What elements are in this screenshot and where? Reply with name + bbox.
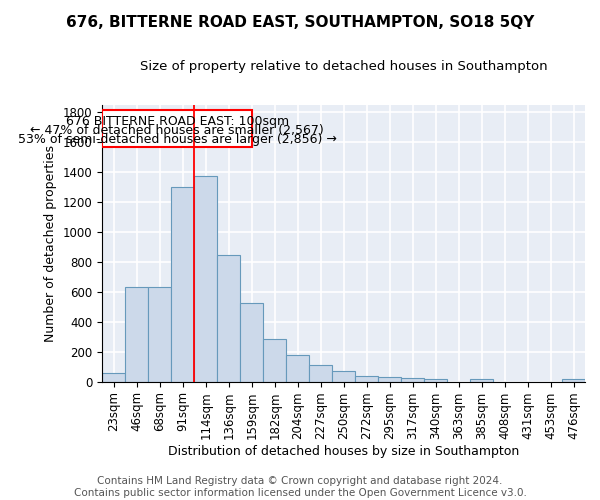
Bar: [286, 356, 309, 382]
Bar: [562, 380, 585, 382]
Text: 676 BITTERNE ROAD EAST: 100sqm: 676 BITTERNE ROAD EAST: 100sqm: [65, 116, 289, 128]
Bar: [332, 372, 355, 382]
Text: Contains HM Land Registry data © Crown copyright and database right 2024.
Contai: Contains HM Land Registry data © Crown c…: [74, 476, 526, 498]
Bar: [263, 339, 286, 382]
Bar: [241, 303, 263, 382]
Text: ← 47% of detached houses are smaller (2,567): ← 47% of detached houses are smaller (2,…: [30, 124, 324, 137]
Text: 676, BITTERNE ROAD EAST, SOUTHAMPTON, SO18 5QY: 676, BITTERNE ROAD EAST, SOUTHAMPTON, SO…: [66, 15, 534, 30]
Bar: [103, 373, 125, 382]
Text: 53% of semi-detached houses are larger (2,856) →: 53% of semi-detached houses are larger (…: [18, 133, 337, 146]
Bar: [148, 286, 172, 382]
X-axis label: Distribution of detached houses by size in Southampton: Distribution of detached houses by size …: [168, 444, 520, 458]
Bar: [470, 380, 493, 382]
Bar: [401, 378, 424, 382]
Bar: [424, 380, 447, 382]
FancyBboxPatch shape: [103, 110, 252, 147]
Bar: [194, 176, 217, 382]
Bar: [217, 255, 241, 382]
Bar: [172, 187, 194, 382]
Y-axis label: Number of detached properties: Number of detached properties: [44, 144, 58, 342]
Bar: [355, 376, 378, 382]
Title: Size of property relative to detached houses in Southampton: Size of property relative to detached ho…: [140, 60, 548, 73]
Bar: [378, 378, 401, 382]
Bar: [125, 286, 148, 382]
Bar: [309, 366, 332, 382]
